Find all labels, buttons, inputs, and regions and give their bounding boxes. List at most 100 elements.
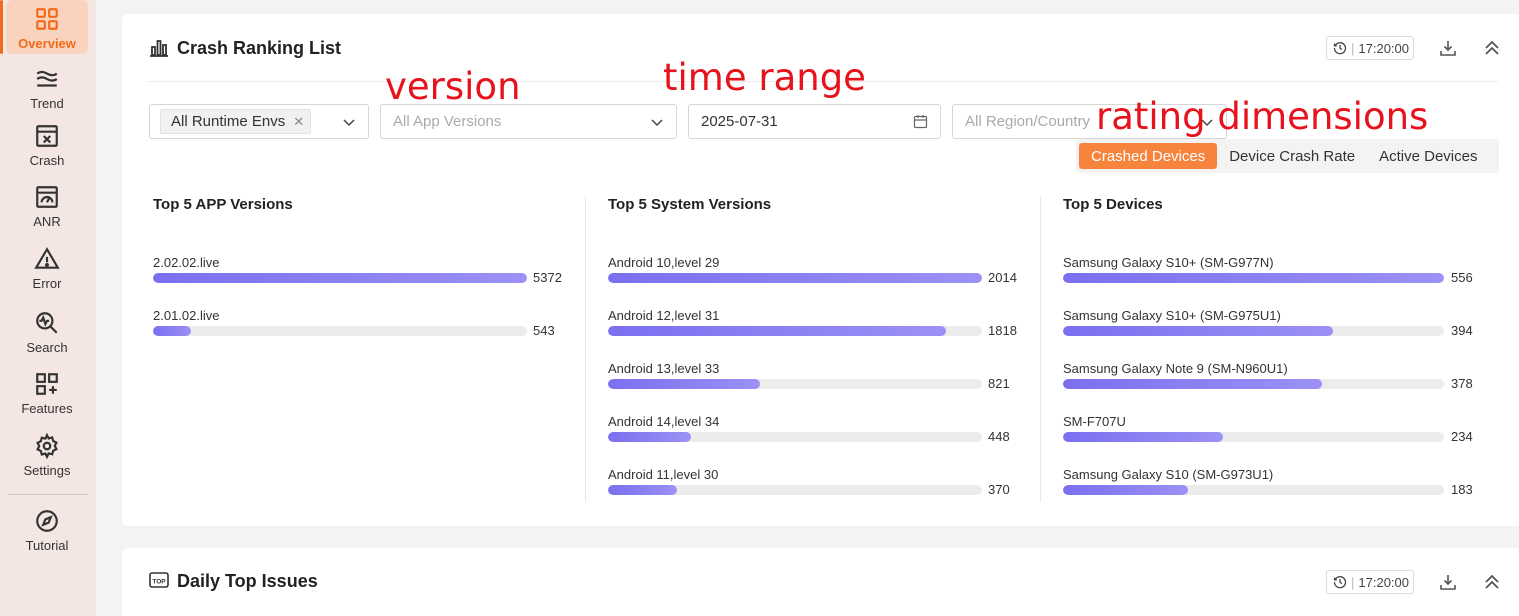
nav-label: ANR xyxy=(33,214,61,229)
nav-crash[interactable]: Crash xyxy=(6,117,88,171)
bar-track xyxy=(608,326,982,336)
svg-text:TOP: TOP xyxy=(152,579,166,586)
collapse-button[interactable] xyxy=(1480,36,1504,60)
bar-fill xyxy=(153,326,191,336)
row-label: Android 14,level 34 xyxy=(608,414,720,429)
download-icon xyxy=(1440,41,1456,56)
ranking-row: SM-F707U 234 xyxy=(1063,414,1475,446)
row-value: 378 xyxy=(1451,376,1473,391)
top-app-versions-column: Top 5 APP Versions 2.02.02.live 5372 2.01.… xyxy=(153,196,565,338)
row-label: 2.01.02.live xyxy=(153,308,220,323)
nav-settings[interactable]: Settings xyxy=(6,427,88,481)
column-title: Top 5 APP Versions xyxy=(153,196,293,213)
gauge-window-icon xyxy=(36,186,58,208)
double-chevron-up-icon xyxy=(1485,574,1499,589)
row-label: Android 10,level 29 xyxy=(608,255,720,270)
card-title: Daily Top Issues xyxy=(177,571,318,591)
warning-icon xyxy=(34,247,60,269)
runtime-env-select[interactable]: All Runtime Envs ✕ xyxy=(149,104,369,139)
ranking-row: Samsung Galaxy S10+ (SM-G977N) 556 xyxy=(1063,255,1475,287)
app-versions-placeholder: All App Versions xyxy=(393,113,502,130)
row-value: 543 xyxy=(533,323,555,338)
nav-tutorial[interactable]: Tutorial xyxy=(6,502,88,556)
row-value: 448 xyxy=(988,429,1010,444)
annotation-time-range: time range xyxy=(663,56,866,99)
chevron-down-icon xyxy=(1201,119,1213,127)
row-value: 556 xyxy=(1451,270,1473,285)
refresh-time: 17:20:00 xyxy=(1358,574,1409,590)
nav-overview[interactable]: Overview xyxy=(0,0,88,54)
search-pulse-icon xyxy=(36,312,58,334)
column-title: Top 5 System Versions xyxy=(608,196,772,213)
date-value: 2025-07-31 xyxy=(701,113,778,130)
dimension-active-devices[interactable]: Active Devices xyxy=(1379,147,1478,165)
bar-fill xyxy=(608,273,982,283)
bar-fill xyxy=(608,432,692,442)
bar-track xyxy=(153,326,527,336)
row-value: 394 xyxy=(1451,323,1473,338)
ranking-row: Samsung Galaxy S10+ (SM-G975U1) 394 xyxy=(1063,308,1475,340)
nav-trend[interactable]: Trend xyxy=(6,60,88,114)
column-separator xyxy=(585,196,586,502)
column-separator xyxy=(1040,196,1041,502)
ranking-row: Samsung Galaxy S10 (SM-G973U1) 183 xyxy=(1063,467,1475,499)
bar-chart-icon xyxy=(150,40,168,57)
row-value: 1818 xyxy=(988,323,1017,338)
nav-label: Overview xyxy=(18,36,76,51)
row-label: Samsung Galaxy S10+ (SM-G977N) xyxy=(1063,255,1274,270)
top-devices-column: Top 5 Devices Samsung Galaxy S10+ (SM-G9… xyxy=(1063,196,1475,497)
download-button[interactable] xyxy=(1436,570,1460,594)
nav-label: Search xyxy=(26,340,68,355)
date-picker[interactable]: 2025-07-31 xyxy=(688,104,941,139)
nav-label: Tutorial xyxy=(25,538,69,553)
wave-icon xyxy=(36,70,58,87)
refresh-time-badge[interactable]: | 17:20:00 xyxy=(1326,36,1414,60)
nav-error[interactable]: Error xyxy=(6,240,88,294)
ranking-row: Android 11,level 30 370 xyxy=(608,467,1020,499)
crash-ranking-card: Crash Ranking List | 17:20:00 All Runtim… xyxy=(122,14,1519,526)
bar-track xyxy=(608,379,982,389)
app-versions-select[interactable]: All App Versions xyxy=(380,104,677,139)
row-label: Samsung Galaxy S10+ (SM-G975U1) xyxy=(1063,308,1281,323)
nav-anr[interactable]: ANR xyxy=(6,178,88,232)
row-value: 5372 xyxy=(533,270,562,285)
column-title: Top 5 Devices xyxy=(1063,196,1163,213)
nav-label: Settings xyxy=(23,463,71,478)
sidebar: Overview Trend Crash ANR Error Search Fe… xyxy=(0,0,96,616)
gear-icon xyxy=(36,433,58,459)
nav-search[interactable]: Search xyxy=(6,304,88,358)
badge-separator: | xyxy=(1351,574,1355,590)
ranking-row: Android 10,level 29 2014 xyxy=(608,255,1020,287)
history-icon xyxy=(1333,576,1347,589)
bar-fill xyxy=(608,326,946,336)
region-select[interactable]: All Region/Country xyxy=(952,104,1227,139)
bar-fill xyxy=(153,273,527,283)
crash-window-icon xyxy=(36,125,58,147)
nav-label: Features xyxy=(21,401,73,416)
bar-track xyxy=(1063,432,1444,442)
row-value: 234 xyxy=(1451,429,1473,444)
row-label: Android 12,level 31 xyxy=(608,308,720,323)
bar-fill xyxy=(1063,326,1333,336)
ranking-row: Android 13,level 33 821 xyxy=(608,361,1020,393)
collapse-button[interactable] xyxy=(1480,570,1504,594)
bar-track xyxy=(1063,379,1444,389)
top-badge-icon: TOP xyxy=(149,572,169,588)
dimension-crashed-devices[interactable]: Crashed Devices xyxy=(1079,143,1218,169)
ranking-row: 2.01.02.live 543 xyxy=(153,308,565,340)
chevron-down-icon xyxy=(343,119,355,127)
annotation-rating-dimensions: rating dimensions xyxy=(1096,95,1429,138)
top-system-versions-column: Top 5 System Versions Android 10,level 2… xyxy=(608,196,1020,497)
refresh-time: 17:20:00 xyxy=(1358,40,1409,56)
dimension-device-crash-rate[interactable]: Device Crash Rate xyxy=(1229,147,1356,165)
nav-features[interactable]: Features xyxy=(6,365,88,419)
ranking-row: 2.02.02.live 5372 xyxy=(153,255,565,287)
row-label: 2.02.02.live xyxy=(153,255,220,270)
refresh-time-badge[interactable]: | 17:20:00 xyxy=(1326,570,1414,594)
annotation-version: version xyxy=(385,65,521,108)
bar-track xyxy=(608,273,982,283)
ranking-row: Android 12,level 31 1818 xyxy=(608,308,1020,340)
tag-remove-icon[interactable]: ✕ xyxy=(293,113,305,129)
bar-track xyxy=(1063,485,1444,495)
download-button[interactable] xyxy=(1436,36,1460,60)
